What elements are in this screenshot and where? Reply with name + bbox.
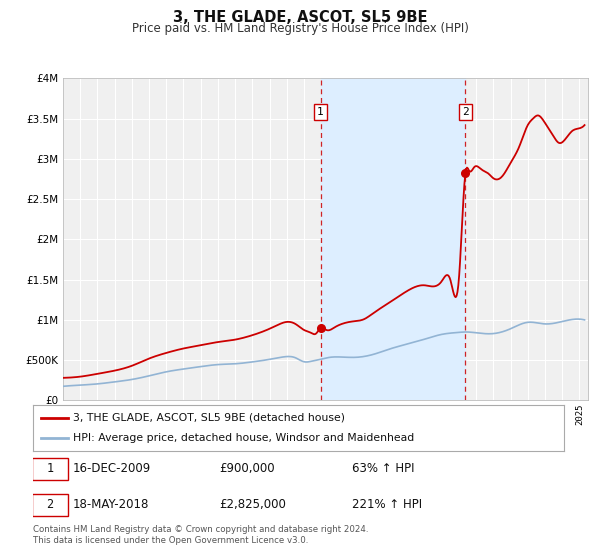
Text: £900,000: £900,000 bbox=[219, 462, 274, 475]
Text: 16-DEC-2009: 16-DEC-2009 bbox=[73, 462, 151, 475]
Text: HPI: Average price, detached house, Windsor and Maidenhead: HPI: Average price, detached house, Wind… bbox=[73, 433, 414, 443]
Bar bbox=[320, 78, 466, 400]
Text: 1: 1 bbox=[46, 462, 53, 475]
Text: 221% ↑ HPI: 221% ↑ HPI bbox=[352, 498, 422, 511]
Text: 3, THE GLADE, ASCOT, SL5 9BE: 3, THE GLADE, ASCOT, SL5 9BE bbox=[173, 10, 427, 25]
Text: 18-MAY-2018: 18-MAY-2018 bbox=[73, 498, 149, 511]
Text: 63% ↑ HPI: 63% ↑ HPI bbox=[352, 462, 414, 475]
Text: 2: 2 bbox=[46, 498, 53, 511]
Text: Price paid vs. HM Land Registry's House Price Index (HPI): Price paid vs. HM Land Registry's House … bbox=[131, 22, 469, 35]
Text: 1: 1 bbox=[317, 107, 324, 117]
Text: 3, THE GLADE, ASCOT, SL5 9BE (detached house): 3, THE GLADE, ASCOT, SL5 9BE (detached h… bbox=[73, 413, 345, 423]
FancyBboxPatch shape bbox=[32, 494, 68, 516]
Text: Contains HM Land Registry data © Crown copyright and database right 2024.
This d: Contains HM Land Registry data © Crown c… bbox=[33, 525, 368, 545]
Text: £2,825,000: £2,825,000 bbox=[219, 498, 286, 511]
Text: 2: 2 bbox=[462, 107, 469, 117]
FancyBboxPatch shape bbox=[32, 458, 68, 479]
